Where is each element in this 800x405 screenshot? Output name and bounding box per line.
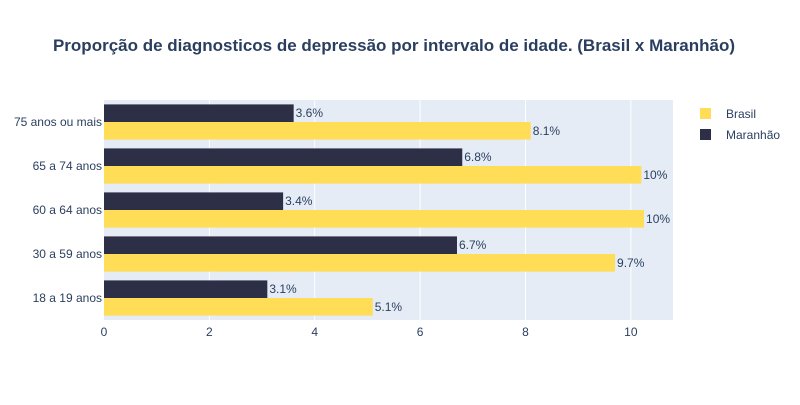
x-tick-label: 10 <box>624 325 638 339</box>
chart-title: Proporção de diagnosticos de depressão p… <box>53 36 735 55</box>
y-tick-label: 30 a 59 anos <box>33 247 102 261</box>
data-label: 9.7% <box>617 256 645 270</box>
legend: Brasil Maranhão <box>700 107 780 142</box>
bars <box>104 104 645 316</box>
bar-brasil <box>104 122 531 140</box>
x-tick-label: 6 <box>417 325 424 339</box>
data-label: 3.6% <box>296 106 324 120</box>
bar-brasil <box>104 166 642 184</box>
legend-swatch[interactable] <box>700 108 711 119</box>
bar-brasil <box>104 254 616 272</box>
x-tick-label: 4 <box>311 325 318 339</box>
bar-maranhao <box>104 104 294 122</box>
data-label: 3.1% <box>269 282 297 296</box>
bar-brasil <box>104 298 373 316</box>
data-label: 3.4% <box>285 194 313 208</box>
bar-brasil <box>104 210 645 228</box>
data-label: 6.7% <box>459 238 487 252</box>
bar-maranhao <box>104 148 463 166</box>
x-tick-label: 2 <box>206 325 213 339</box>
y-axis: 18 a 19 anos 30 a 59 anos 60 a 64 anos 65 a… <box>14 115 102 305</box>
y-tick-label: 18 a 19 anos <box>33 291 102 305</box>
y-tick-label: 60 a 64 anos <box>33 203 102 217</box>
x-tick-label: 0 <box>101 325 108 339</box>
y-tick-label: 75 anos ou mais <box>14 115 102 129</box>
y-tick-label: 65 a 74 anos <box>33 159 102 173</box>
bar-maranhao <box>104 192 284 210</box>
data-label: 10% <box>643 168 667 182</box>
data-label: 5.1% <box>375 300 403 314</box>
data-label: 8.1% <box>533 124 561 138</box>
bar-maranhao <box>104 236 457 254</box>
x-axis: 0 2 4 6 8 10 <box>101 325 638 339</box>
bar-maranhao <box>104 280 268 298</box>
data-label: 10% <box>646 212 670 226</box>
legend-label[interactable]: Maranhão <box>726 128 780 142</box>
x-tick-label: 8 <box>522 325 529 339</box>
data-label: 6.8% <box>464 150 492 164</box>
data-labels: 3.1% 5.1% 6.7% 9.7% 3.4% 10% 6.8% 10% 3.6% 8.1% <box>269 106 670 314</box>
legend-swatch[interactable] <box>700 129 711 140</box>
legend-label[interactable]: Brasil <box>726 107 756 121</box>
